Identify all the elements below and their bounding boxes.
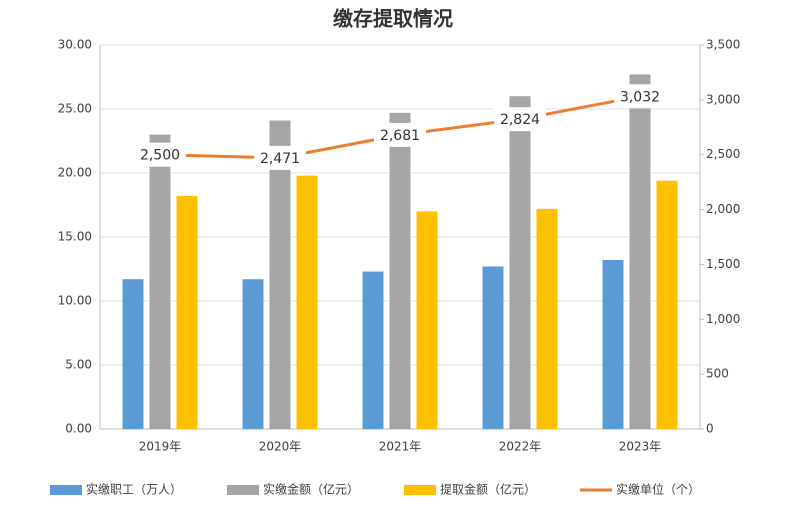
y-tick-label: 15.00 — [58, 230, 92, 244]
bar — [602, 260, 624, 429]
bar — [389, 112, 411, 429]
value-label-box — [254, 145, 306, 170]
y2-tick-label: 2,500 — [706, 147, 740, 161]
bar — [242, 279, 264, 429]
x-tick-label: 2020年 — [259, 440, 302, 454]
value-label: 2,681 — [380, 128, 420, 144]
x-tick-label: 2023年 — [619, 440, 662, 454]
y2-tick-label: 2,000 — [706, 202, 740, 216]
y2-tick-label: 3,500 — [706, 38, 740, 52]
bar — [416, 211, 438, 429]
bar — [176, 196, 198, 429]
y-tick-label: 20.00 — [58, 166, 92, 180]
y2-tick-label: 1,000 — [706, 312, 740, 326]
legend-label: 提取金额（亿元） — [440, 482, 536, 497]
bar — [536, 208, 558, 429]
legend-label: 实缴职工（万人） — [86, 482, 182, 497]
legend-swatch — [50, 485, 82, 495]
value-label-box — [494, 107, 546, 132]
y-tick-label: 30.00 — [58, 38, 92, 52]
bar — [656, 180, 678, 429]
x-tick-label: 2022年 — [499, 440, 542, 454]
bar — [509, 96, 531, 429]
y2-tick-label: 3,000 — [706, 92, 740, 106]
y2-tick-label: 1,500 — [706, 257, 740, 271]
value-label-box — [374, 122, 426, 147]
bar — [362, 271, 384, 429]
legend-label: 实缴金额（亿元） — [263, 482, 359, 497]
legend-swatch — [404, 485, 436, 495]
legend-label: 实缴单位（个） — [616, 482, 700, 497]
bar — [149, 134, 171, 429]
value-label: 2,471 — [260, 151, 300, 167]
x-tick-label: 2021年 — [379, 440, 422, 454]
y-tick-label: 5.00 — [65, 358, 92, 372]
bar — [122, 279, 144, 429]
chart-title: 缴存提取情况 — [333, 7, 453, 31]
y-tick-label: 25.00 — [58, 102, 92, 116]
y2-tick-label: 0 — [706, 422, 714, 436]
value-label-box — [134, 142, 186, 167]
bar — [482, 266, 504, 429]
y2-tick-label: 500 — [706, 367, 729, 381]
y-tick-label: 10.00 — [58, 294, 92, 308]
x-tick-label: 2019年 — [139, 440, 182, 454]
legend-swatch — [227, 485, 259, 495]
value-label: 2,500 — [140, 148, 180, 164]
bar — [269, 120, 291, 430]
value-label: 2,824 — [500, 112, 540, 128]
bar — [296, 175, 318, 429]
value-label: 3,032 — [620, 89, 660, 105]
bar — [629, 74, 651, 429]
y-tick-label: 0.00 — [65, 422, 92, 436]
value-label-box — [614, 84, 666, 109]
